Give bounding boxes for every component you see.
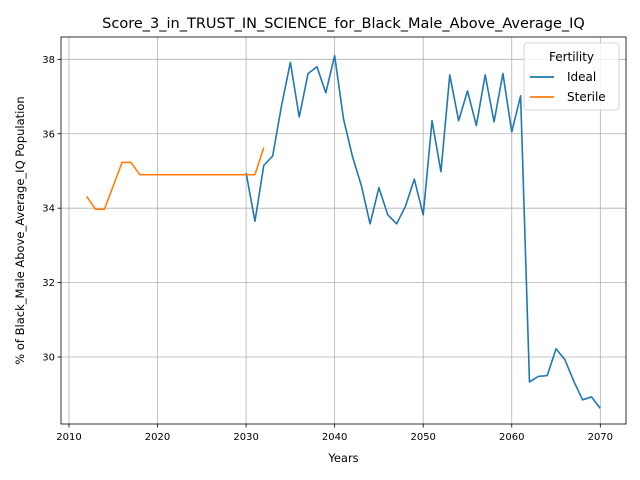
series-line-ideal	[245, 54, 601, 409]
x-tick-label: 2040	[322, 432, 347, 443]
x-tick-label: 2020	[145, 432, 170, 443]
legend-label-sterile: Sterile	[567, 90, 606, 104]
plot-frame	[60, 36, 627, 425]
y-tick-label: 32	[42, 278, 55, 289]
y-tick-label: 34	[42, 204, 55, 215]
series-line-sterile	[86, 147, 265, 211]
y-axis: 30 32 34 36 38	[42, 55, 61, 364]
x-axis-label: Years	[327, 451, 358, 465]
x-tick-label: 2070	[588, 432, 613, 443]
y-tick-label: 38	[42, 55, 55, 66]
legend-title: Fertility	[549, 50, 594, 64]
y-tick-label: 36	[42, 129, 55, 140]
legend-label-ideal: Ideal	[567, 70, 596, 84]
legend-box	[523, 42, 620, 111]
x-axis: 2010 2020 2030 2040 2050 2060 2070	[56, 424, 613, 443]
chart-title: Score_3_in_TRUST_IN_SCIENCE_for_Black_Ma…	[102, 16, 585, 32]
grid-lines	[61, 37, 626, 424]
x-tick-label: 2060	[499, 432, 524, 443]
series-lines	[86, 54, 601, 409]
x-tick-label: 2030	[233, 432, 258, 443]
y-axis-label: % of Black_Male Above_Average_IQ Populat…	[13, 96, 27, 364]
legend: Fertility Ideal Sterile	[523, 42, 620, 111]
x-tick-label: 2050	[410, 432, 435, 443]
y-tick-label: 30	[42, 353, 55, 364]
x-tick-label: 2010	[56, 432, 81, 443]
